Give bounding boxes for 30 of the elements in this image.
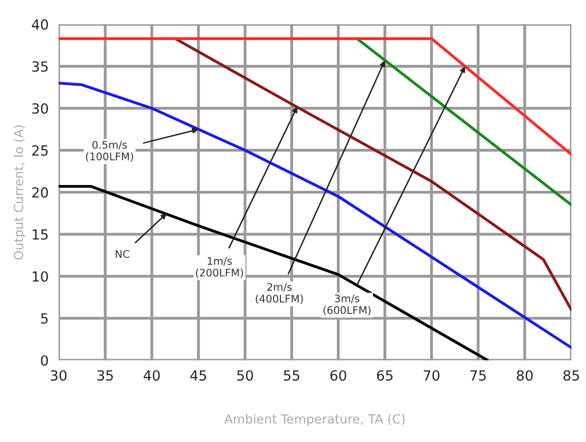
x-tick-label: 35 <box>97 370 113 381</box>
y-tick-label: 15 <box>32 229 48 240</box>
y-tick-label: 35 <box>32 61 48 72</box>
x-tick-label: 65 <box>377 370 393 381</box>
y-tick-label: 20 <box>32 187 48 198</box>
x-tick-label: 75 <box>470 370 486 381</box>
annotation: 0.5m/s (100LFM) <box>86 140 134 162</box>
line-series <box>58 185 489 360</box>
annotation: 1m/s (200LFM) <box>196 257 243 278</box>
annotation: NC <box>116 250 130 258</box>
x-tick-label: 55 <box>284 370 300 381</box>
y-tick-label: 25 <box>32 145 48 156</box>
y-tick-label: 5 <box>41 313 48 324</box>
y-tick-label: 10 <box>32 271 48 282</box>
annotation: 3m/s (600LFM) <box>324 294 371 316</box>
y-axis-title: Output Current, Io (A) <box>14 125 26 260</box>
x-tick-label: 50 <box>237 370 253 381</box>
y-tick-label: 0 <box>40 355 48 366</box>
y-tick-label: 40 <box>32 19 48 30</box>
x-axis-title: Ambient Temperature, TA (C) <box>224 414 405 426</box>
x-tick-label: 80 <box>516 370 533 381</box>
x-tick-label: 70 <box>424 370 440 381</box>
line-series <box>58 82 572 350</box>
x-tick-label: 85 <box>563 370 579 381</box>
x-tick-label: 40 <box>144 370 160 381</box>
x-tick-label: 60 <box>330 370 346 381</box>
annotation: 2m/s (400LFM) <box>256 283 303 304</box>
x-tick-label: 45 <box>190 370 206 381</box>
x-tick-label: 30 <box>50 370 67 381</box>
y-tick-label: 30 <box>32 103 48 114</box>
